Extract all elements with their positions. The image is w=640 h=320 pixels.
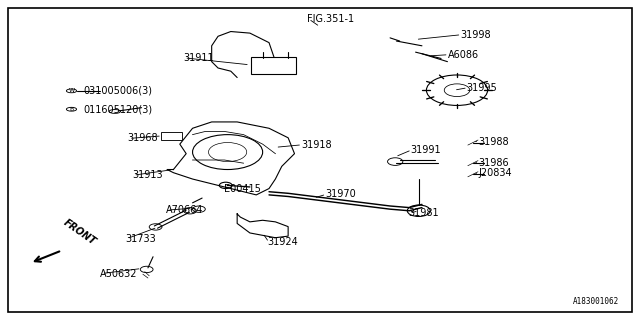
Text: 031005006(3): 031005006(3) xyxy=(83,85,152,95)
Text: 31924: 31924 xyxy=(268,237,298,247)
Text: 31918: 31918 xyxy=(301,140,332,150)
Text: FIG.351-1: FIG.351-1 xyxy=(307,14,355,24)
Text: E00415: E00415 xyxy=(225,184,261,194)
FancyBboxPatch shape xyxy=(161,132,182,140)
Text: FRONT: FRONT xyxy=(62,218,98,247)
Text: 31998: 31998 xyxy=(460,30,491,40)
Text: A70664: A70664 xyxy=(166,205,203,215)
Text: 011605120(3): 011605120(3) xyxy=(83,104,152,114)
Text: 31968: 31968 xyxy=(127,133,158,143)
Text: 31988: 31988 xyxy=(478,137,509,147)
Text: B: B xyxy=(69,107,74,112)
Text: 31991: 31991 xyxy=(410,145,441,155)
Text: 31986: 31986 xyxy=(478,157,509,168)
Text: 31981: 31981 xyxy=(408,208,438,218)
Text: W: W xyxy=(68,88,74,93)
Text: 31733: 31733 xyxy=(125,234,156,244)
Text: 31970: 31970 xyxy=(325,189,356,199)
Text: 31995: 31995 xyxy=(467,83,497,93)
Text: 31911: 31911 xyxy=(183,53,214,63)
Text: J20834: J20834 xyxy=(478,168,511,178)
FancyBboxPatch shape xyxy=(8,8,632,312)
Text: A183001062: A183001062 xyxy=(573,297,620,306)
Text: A6086: A6086 xyxy=(447,50,479,60)
FancyBboxPatch shape xyxy=(251,57,296,74)
Text: 31913: 31913 xyxy=(132,170,163,180)
Text: A50632: A50632 xyxy=(100,268,138,279)
